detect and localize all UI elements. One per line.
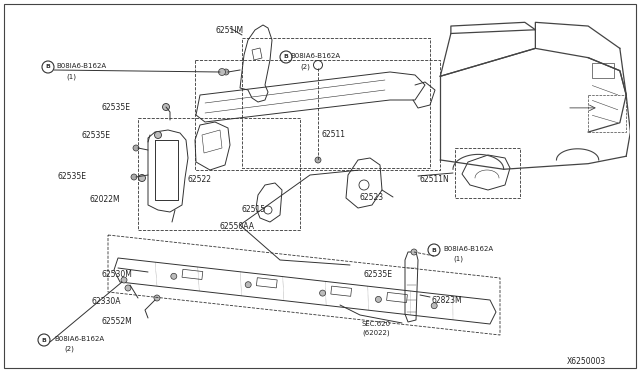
Bar [182,269,203,279]
Circle shape [376,296,381,302]
Text: B: B [45,64,51,70]
Text: B08IA6-B162A: B08IA6-B162A [56,63,106,69]
Circle shape [315,157,321,163]
Text: B: B [42,337,47,343]
Circle shape [163,103,170,110]
Text: B08IA6-B162A: B08IA6-B162A [443,246,493,252]
Circle shape [154,131,161,138]
Text: 62530M: 62530M [102,270,133,279]
Text: 62523: 62523 [360,193,384,202]
Text: 62522: 62522 [187,175,211,184]
Text: 62535E: 62535E [57,172,86,181]
Circle shape [171,273,177,279]
Text: 62550AA: 62550AA [220,222,255,231]
Text: 62535E: 62535E [102,103,131,112]
Text: 62511N: 62511N [420,175,450,184]
Circle shape [218,68,225,76]
Text: SEC.620: SEC.620 [362,321,391,327]
Bar [593,63,614,78]
Bar [257,278,277,288]
Circle shape [431,303,437,309]
Text: 62535E: 62535E [364,270,393,279]
Circle shape [125,285,131,291]
Bar [387,292,408,302]
Bar [331,286,351,296]
Circle shape [121,277,127,283]
Text: 62022M: 62022M [90,195,120,204]
Circle shape [138,174,145,182]
Text: 62511: 62511 [322,130,346,139]
Circle shape [428,244,440,256]
Circle shape [133,145,139,151]
Circle shape [411,249,417,255]
Text: (2): (2) [64,346,74,353]
Circle shape [319,290,326,296]
Circle shape [154,295,160,301]
Text: (62022): (62022) [362,330,390,337]
Circle shape [314,61,323,70]
Text: 6251IM: 6251IM [215,26,243,35]
Circle shape [245,282,251,288]
Text: B08IA6-B162A: B08IA6-B162A [290,53,340,59]
Circle shape [38,334,50,346]
Text: 62515: 62515 [242,205,266,214]
Circle shape [42,61,54,73]
Text: 62552M: 62552M [102,317,132,326]
Circle shape [280,51,292,63]
Text: 62535E: 62535E [82,131,111,140]
Text: (1): (1) [66,73,76,80]
Text: (2): (2) [300,63,310,70]
Text: X6250003: X6250003 [567,357,606,366]
Circle shape [223,69,229,75]
Text: 62330A: 62330A [92,297,122,306]
Text: B: B [431,247,436,253]
Circle shape [131,174,137,180]
Text: B08IA6-B162A: B08IA6-B162A [54,336,104,342]
Text: 62823M: 62823M [432,296,463,305]
Text: B: B [284,55,289,60]
Text: (1): (1) [453,256,463,263]
